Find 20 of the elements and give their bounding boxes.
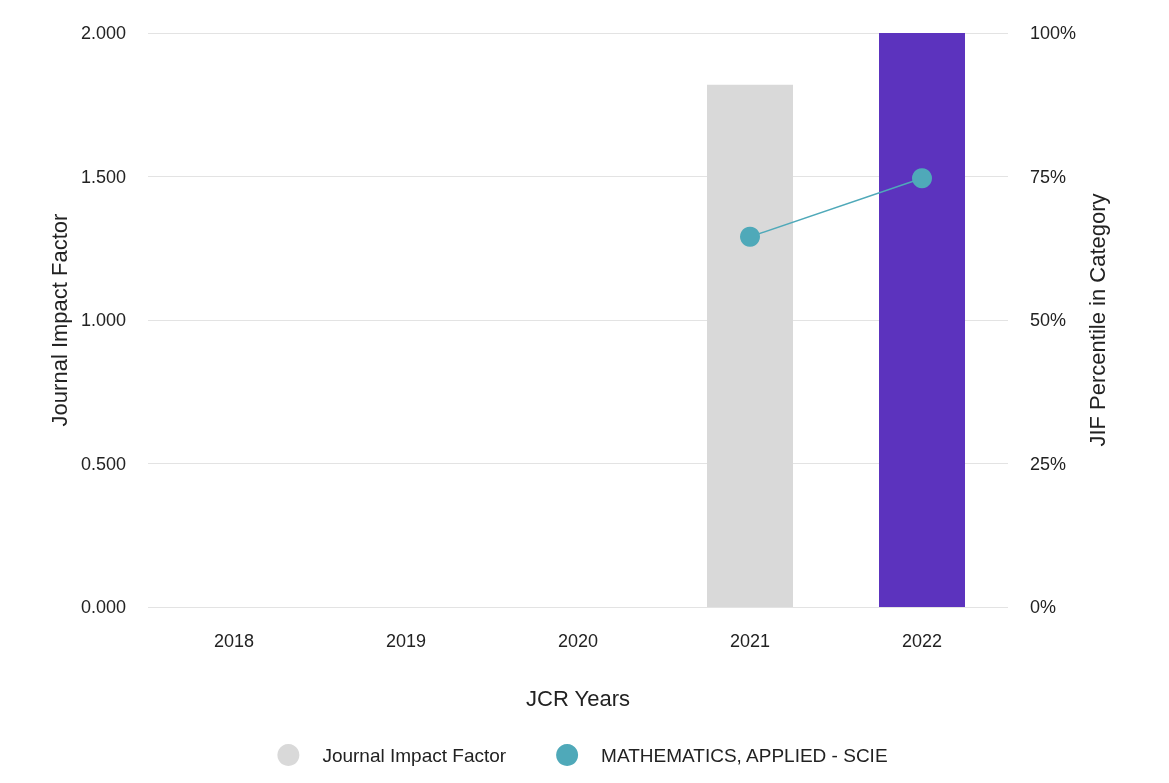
y-tick-label: 1.000 bbox=[80, 310, 126, 330]
y-axis-title: Journal Impact Factor bbox=[46, 213, 72, 427]
legend-label: Journal Impact Factor bbox=[322, 744, 507, 766]
y-tick-label: 2.000 bbox=[80, 23, 126, 43]
x-tick-label: 2018 bbox=[213, 631, 255, 651]
y2-axis-title: JIF Percentile in Category bbox=[1085, 193, 1111, 447]
x-axis-title: JCR Years bbox=[526, 685, 630, 711]
x-tick-label: 2020 bbox=[557, 631, 599, 651]
x-tick-label: 2021 bbox=[729, 631, 771, 651]
x-tick-label: 2019 bbox=[385, 631, 427, 651]
y2-tick-label: 50% bbox=[1030, 310, 1067, 330]
y2-tick-label: 75% bbox=[1030, 166, 1067, 187]
y-tick-label: 0.000 bbox=[80, 597, 126, 617]
legend-label: MATHEMATICS, APPLIED - SCIE bbox=[601, 744, 888, 766]
y-tick-label: 1.500 bbox=[80, 166, 126, 187]
y2-tick-label: 100% bbox=[1030, 23, 1077, 43]
y2-tick-label: 25% bbox=[1030, 453, 1067, 474]
y2-tick-label: 0% bbox=[1030, 597, 1057, 617]
y-tick-label: 0.500 bbox=[80, 453, 126, 474]
x-tick-label: 2022 bbox=[901, 631, 943, 651]
